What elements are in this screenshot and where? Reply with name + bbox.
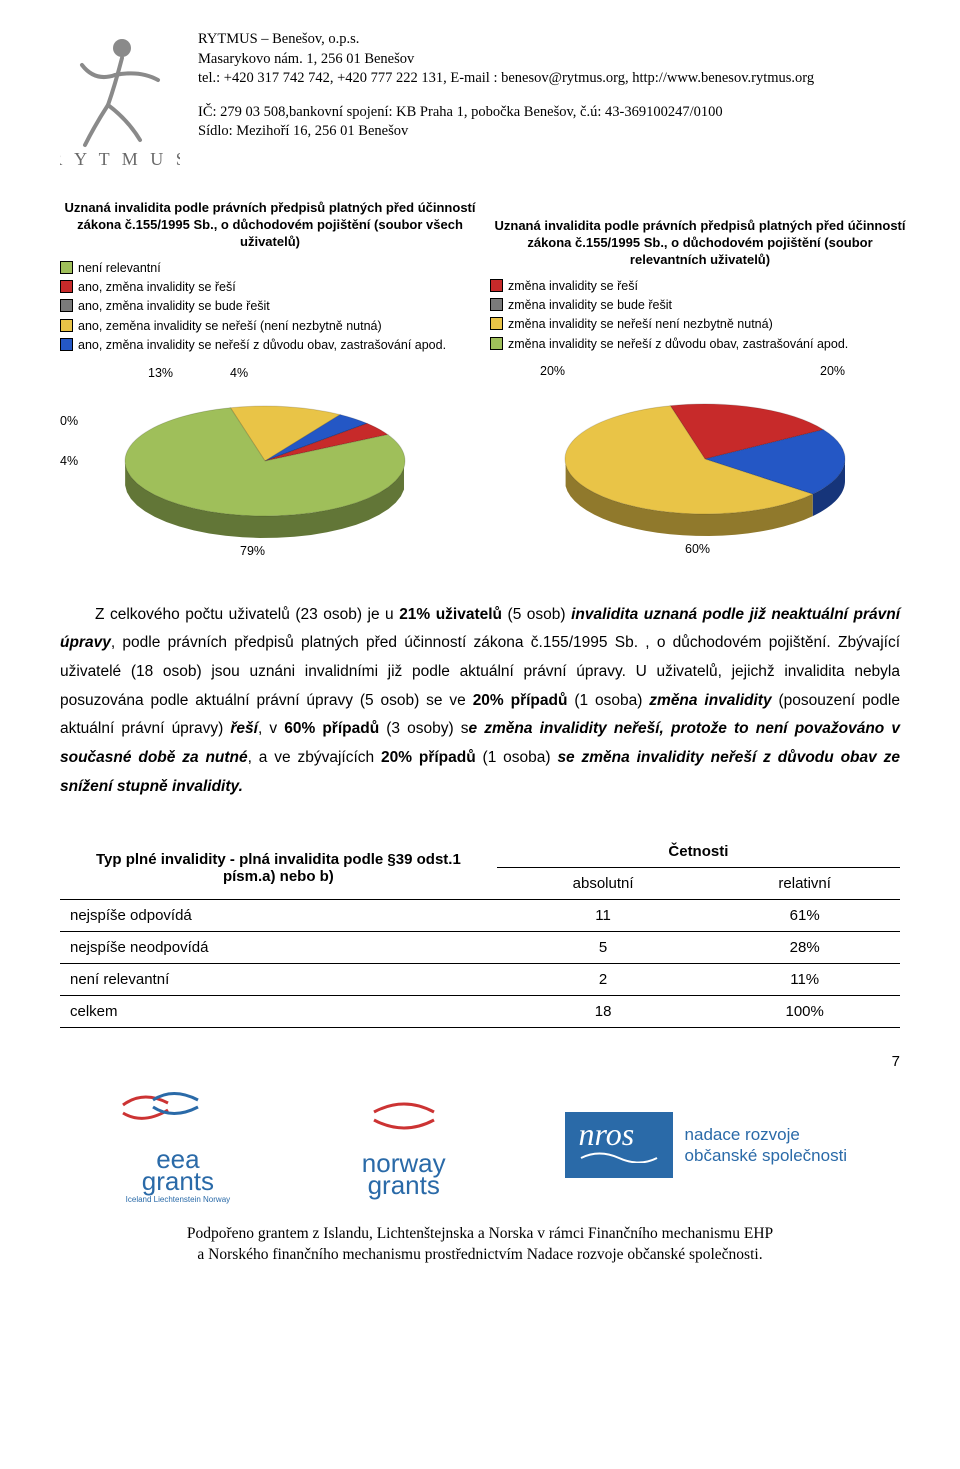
table-row: celkem 18 100% xyxy=(60,996,900,1028)
legend-item: ano, změna invalidity se řeší xyxy=(60,278,480,297)
th-abs: absolutní xyxy=(497,868,710,900)
row-label: celkem xyxy=(60,996,497,1028)
chart-1-legend: není relevantníano, změna invalidity se … xyxy=(60,259,480,356)
legend-item: změna invalidity se neřeší z důvodu obav… xyxy=(490,335,910,354)
th-type: Typ plné invalidity - plná invalidita po… xyxy=(60,836,497,900)
legend-swatch xyxy=(490,279,503,292)
legend-item: změna invalidity se řeší xyxy=(490,277,910,296)
legend-swatch xyxy=(60,319,73,332)
legend-label: změna invalidity se řeší xyxy=(508,277,638,296)
rytmus-logo: R Y T M U S xyxy=(60,30,180,175)
pie-slice-label: 20% xyxy=(540,364,565,378)
legend-item: změna invalidity se bude řešit xyxy=(490,296,910,315)
row-label: není relevantní xyxy=(60,964,497,996)
chart-2-title: Uznaná invalidita podle právních předpis… xyxy=(490,218,910,269)
body-paragraph: Z celkového počtu uživatelů (23 osob) je… xyxy=(60,601,900,802)
chart-1: Uznaná invalidita podle právních předpis… xyxy=(60,200,480,561)
legend-label: změna invalidity se neřeší z důvodu obav… xyxy=(508,335,848,354)
org-name: RYTMUS – Benešov, o.p.s. xyxy=(198,30,814,50)
pie-slice-label: 0% xyxy=(60,414,78,428)
legend-label: změna invalidity se bude řešit xyxy=(508,296,672,315)
chart-2-legend: změna invalidity se řešízměna invalidity… xyxy=(490,277,910,355)
legend-item: ano, změna invalidity se neřeší z důvodu… xyxy=(60,336,480,355)
org-address: Masarykovo nám. 1, 256 01 Benešov xyxy=(198,50,814,70)
legend-label: není relevantní xyxy=(78,259,161,278)
row-abs: 2 xyxy=(497,964,710,996)
pie-slice-label: 4% xyxy=(230,366,248,380)
footer-text: Podpořeno grantem z Islandu, Lichtenštej… xyxy=(60,1224,900,1264)
logo-text: R Y T M U S xyxy=(60,149,180,169)
legend-label: ano, zeměna invalidity se neřeší (není n… xyxy=(78,317,382,336)
legend-label: ano, změna invalidity se bude řešit xyxy=(78,297,270,316)
legend-swatch xyxy=(60,338,73,351)
row-label: nejspíše odpovídá xyxy=(60,900,497,932)
legend-swatch xyxy=(490,317,503,330)
table-row: není relevantní 2 11% xyxy=(60,964,900,996)
legend-item: ano, změna invalidity se bude řešit xyxy=(60,297,480,316)
legend-item: není relevantní xyxy=(60,259,480,278)
company-info: RYTMUS – Benešov, o.p.s. Masarykovo nám.… xyxy=(198,30,814,175)
org-contact: tel.: +420 317 742 742, +420 777 222 131… xyxy=(198,69,814,89)
row-abs: 11 xyxy=(497,900,710,932)
th-rel: relativní xyxy=(709,868,900,900)
row-rel: 61% xyxy=(709,900,900,932)
pie-slice-label: 13% xyxy=(148,366,173,380)
nros-logo: nros nadace rozvoje občanské společnosti xyxy=(565,1112,848,1178)
pie-slice-label: 79% xyxy=(240,544,265,558)
table-row: nejspíše neodpovídá 5 28% xyxy=(60,932,900,964)
legend-swatch xyxy=(60,299,73,312)
legend-swatch xyxy=(60,261,73,274)
pie-slice-label: 60% xyxy=(685,542,710,556)
row-rel: 11% xyxy=(709,964,900,996)
table-row: nejspíše odpovídá 11 61% xyxy=(60,900,900,932)
footer-logos: eeagrants Iceland Liechtenstein Norway n… xyxy=(60,1085,900,1204)
chart-2: Uznaná invalidita podle právních předpis… xyxy=(490,200,910,561)
pie-slice-label: 20% xyxy=(820,364,845,378)
chart-1-title: Uznaná invalidita podle právních předpis… xyxy=(60,200,480,251)
row-abs: 5 xyxy=(497,932,710,964)
org-ic: IČ: 279 03 508,bankovní spojení: KB Prah… xyxy=(198,103,814,123)
chart-2-pie xyxy=(490,364,930,559)
pie-slice-label: 4% xyxy=(60,454,78,468)
legend-label: ano, změna invalidity se řeší xyxy=(78,278,236,297)
legend-swatch xyxy=(490,298,503,311)
eea-grants-logo: eeagrants Iceland Liechtenstein Norway xyxy=(113,1085,243,1204)
legend-swatch xyxy=(60,280,73,293)
legend-swatch xyxy=(490,337,503,350)
org-sidlo: Sídlo: Mezihoří 16, 256 01 Benešov xyxy=(198,122,814,142)
legend-item: ano, zeměna invalidity se neřeší (není n… xyxy=(60,317,480,336)
th-freq: Četnosti xyxy=(497,836,900,868)
legend-label: změna invalidity se neřeší není nezbytně… xyxy=(508,315,773,334)
row-label: nejspíše neodpovídá xyxy=(60,932,497,964)
charts-row: Uznaná invalidita podle právních předpis… xyxy=(60,200,900,561)
legend-item: změna invalidity se neřeší není nezbytně… xyxy=(490,315,910,334)
page-number: 7 xyxy=(60,1053,900,1070)
document-header: R Y T M U S RYTMUS – Benešov, o.p.s. Mas… xyxy=(60,30,900,175)
norway-grants-logo: norwaygrants xyxy=(349,1094,459,1196)
invalidity-table: Typ plné invalidity - plná invalidita po… xyxy=(60,836,900,1028)
row-rel: 28% xyxy=(709,932,900,964)
row-abs: 18 xyxy=(497,996,710,1028)
legend-label: ano, změna invalidity se neřeší z důvodu… xyxy=(78,336,446,355)
chart-1-pie xyxy=(60,366,480,561)
row-rel: 100% xyxy=(709,996,900,1028)
